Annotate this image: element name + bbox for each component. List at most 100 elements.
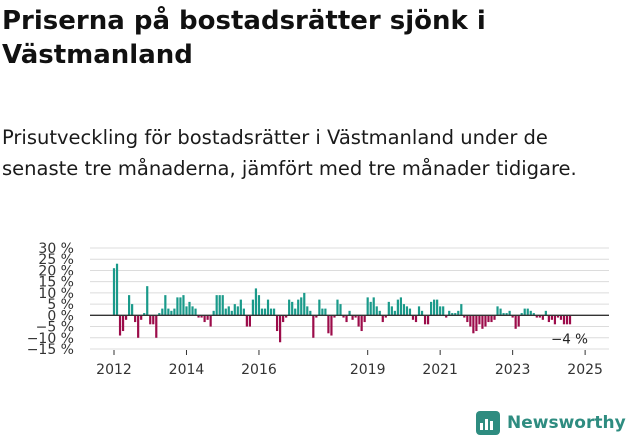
bar — [294, 308, 297, 316]
bar — [499, 308, 502, 316]
bar — [318, 299, 321, 316]
bar — [562, 315, 566, 325]
x-tick-label: 2019 — [350, 362, 386, 378]
bar — [242, 308, 245, 316]
bar — [493, 315, 496, 320]
bar — [272, 308, 276, 316]
bar — [445, 315, 448, 318]
bar — [348, 310, 351, 316]
bar — [411, 315, 415, 320]
bar — [167, 308, 170, 316]
bar — [360, 315, 363, 332]
bar — [484, 315, 487, 327]
bar — [490, 315, 493, 323]
bar — [517, 315, 520, 327]
bar — [118, 315, 122, 336]
bar — [375, 306, 378, 316]
last-value-label: −4 % — [551, 331, 588, 347]
bar — [260, 308, 264, 316]
bar — [224, 308, 227, 316]
bar — [433, 299, 436, 316]
bar — [254, 288, 258, 316]
bar — [324, 308, 327, 316]
bar — [454, 313, 457, 316]
bar — [333, 315, 336, 318]
bar — [417, 306, 421, 316]
bar — [124, 315, 128, 320]
bar — [436, 299, 439, 316]
gridlines — [90, 247, 609, 350]
bar — [414, 315, 418, 323]
bar — [366, 297, 369, 316]
chart-subtitle: Prisutveckling för bostadsrätter i Västm… — [2, 126, 577, 180]
bar — [399, 297, 402, 316]
bar — [152, 315, 155, 325]
bar — [439, 306, 442, 316]
chart-title: Priserna på bostadsrätter sjönk i Västma… — [2, 6, 486, 70]
bar — [221, 295, 224, 316]
bar — [233, 304, 236, 316]
bar — [121, 315, 125, 332]
bar — [351, 315, 354, 320]
bar — [282, 315, 285, 323]
newsworthy-brand[interactable]: Newsworthy — [476, 408, 626, 438]
bar — [321, 308, 324, 316]
bar — [269, 308, 273, 316]
bar — [128, 295, 131, 316]
y-tick-label: 15 % — [38, 275, 74, 291]
bar — [230, 310, 233, 316]
bar — [173, 308, 176, 316]
bar — [408, 308, 412, 316]
bar — [194, 308, 197, 316]
bar — [487, 315, 490, 323]
bar — [420, 310, 424, 316]
bar — [306, 306, 309, 316]
bar — [112, 268, 116, 316]
bar — [197, 315, 200, 318]
y-tick-label: −10 % — [27, 331, 74, 347]
bar — [179, 297, 182, 316]
bar — [275, 315, 279, 332]
bar-series — [112, 263, 572, 343]
bar — [469, 315, 472, 327]
bar — [369, 301, 372, 316]
bar — [502, 313, 505, 316]
bar — [529, 310, 532, 316]
bar — [387, 301, 390, 316]
bar — [143, 313, 146, 316]
bar — [556, 315, 560, 318]
bar — [520, 313, 523, 316]
bar — [140, 315, 143, 320]
x-tick-label: 2021 — [422, 362, 458, 378]
bar — [538, 315, 541, 318]
bar — [215, 295, 218, 316]
bar — [212, 310, 215, 316]
bar — [565, 315, 569, 325]
bar — [245, 315, 248, 327]
bar — [550, 315, 553, 320]
bar — [312, 315, 315, 338]
bar — [236, 306, 239, 316]
bar — [511, 315, 514, 318]
bar — [553, 315, 557, 325]
bar — [134, 315, 137, 323]
bar — [300, 297, 303, 316]
bar — [345, 315, 348, 323]
y-axis: 30 %25 %20 %15 %10 %5 %0 %−5 %−10 %−15 % — [27, 241, 74, 358]
y-tick-label: 30 % — [38, 241, 74, 257]
bar — [206, 315, 209, 320]
x-tick-label: 2023 — [495, 362, 531, 378]
bar — [496, 306, 499, 316]
bar — [354, 315, 357, 318]
bar — [155, 315, 158, 338]
bar — [257, 295, 261, 316]
bar — [472, 315, 475, 334]
bar — [544, 310, 547, 316]
bar — [315, 315, 318, 318]
y-tick-label: −5 % — [36, 320, 74, 336]
bar — [327, 315, 330, 334]
bar — [170, 310, 173, 316]
y-tick-label: 0 % — [47, 308, 74, 324]
bar — [115, 263, 119, 316]
bar — [523, 308, 526, 316]
